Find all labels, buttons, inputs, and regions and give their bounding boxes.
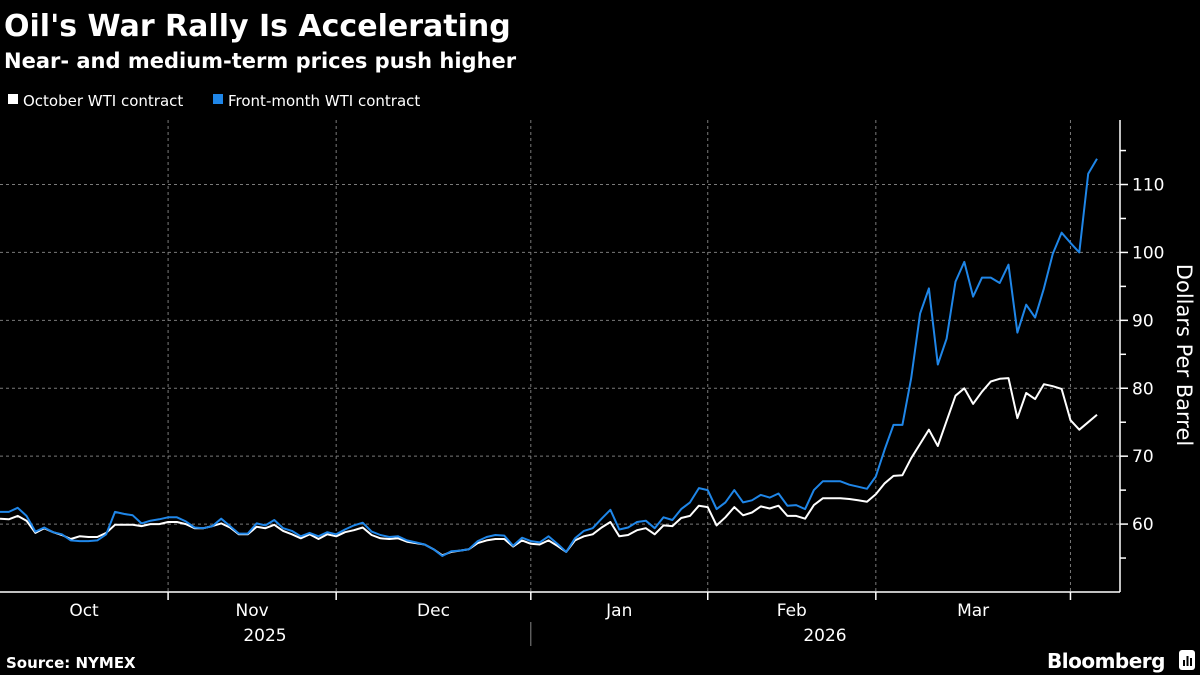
series-line-october-wti — [0, 377, 1098, 557]
x-month-label: Nov — [236, 601, 269, 621]
legend-label-october: October WTI contract — [23, 92, 183, 110]
y-tick-label: 60 — [1132, 515, 1154, 535]
x-month-label: Mar — [957, 601, 989, 621]
legend-label-front-month: Front-month WTI contract — [228, 92, 420, 110]
x-month-label: Oct — [69, 601, 99, 621]
y-axis-ticks: 60 70 80 90 100 110 — [1120, 149, 1164, 559]
x-axis-ticks: Oct Nov Dec Jan Feb Mar 2025 2026 — [69, 592, 1072, 646]
x-month-label: Jan — [605, 601, 632, 621]
y-tick-label: 70 — [1132, 447, 1154, 467]
y-tick-label: 100 — [1132, 243, 1164, 263]
x-month-label: Dec — [417, 601, 450, 621]
brand-wordmark: Bloomberg — [1047, 649, 1165, 673]
y-tick-label: 90 — [1132, 311, 1154, 331]
x-year-label: 2026 — [803, 626, 846, 646]
y-axis-label: Dollars Per Barrel — [1172, 264, 1196, 446]
grid — [0, 120, 1120, 592]
series-lines — [0, 158, 1098, 557]
chart-title: Oil's War Rally Is Accelerating — [4, 9, 511, 44]
chart-subtitle: Near- and medium-term prices push higher — [4, 49, 517, 73]
legend-swatch-october — [8, 94, 18, 104]
bloomberg-logo: Bloomberg — [1047, 649, 1195, 673]
y-tick-label: 110 — [1132, 176, 1164, 196]
x-year-label: 2025 — [243, 626, 286, 646]
x-month-label: Feb — [777, 601, 807, 621]
legend-swatch-front-month — [213, 94, 223, 104]
axes — [0, 120, 1121, 593]
series-line-front-month-wti — [0, 158, 1098, 557]
source-note: Source: NYMEX — [6, 654, 136, 672]
legend: October WTI contract Front-month WTI con… — [8, 92, 420, 110]
y-tick-label: 80 — [1132, 379, 1154, 399]
